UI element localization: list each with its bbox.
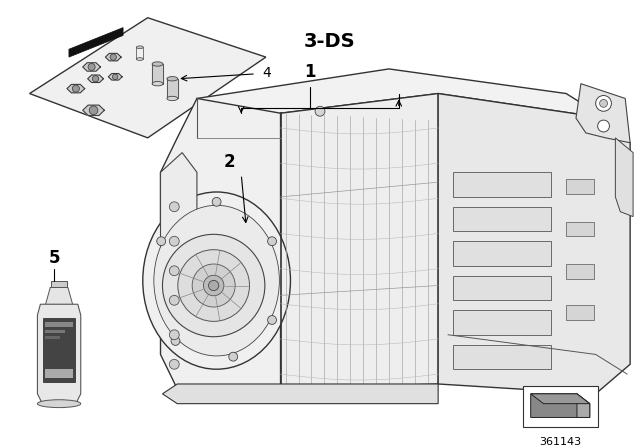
Polygon shape	[616, 138, 633, 216]
Bar	[45, 330, 65, 333]
Bar	[566, 221, 594, 236]
Circle shape	[163, 234, 265, 337]
Bar	[51, 280, 67, 289]
Circle shape	[110, 54, 116, 60]
Polygon shape	[531, 394, 590, 418]
Ellipse shape	[136, 46, 143, 49]
Bar	[45, 322, 73, 327]
Circle shape	[113, 74, 118, 80]
Ellipse shape	[143, 192, 291, 369]
Polygon shape	[161, 153, 197, 305]
Circle shape	[170, 359, 179, 369]
Circle shape	[178, 250, 250, 321]
Polygon shape	[197, 69, 605, 138]
Bar	[45, 336, 60, 339]
Polygon shape	[453, 207, 552, 231]
Ellipse shape	[154, 205, 280, 356]
Circle shape	[170, 266, 179, 276]
Text: 3-DS: 3-DS	[304, 32, 356, 51]
Circle shape	[170, 295, 179, 305]
Polygon shape	[453, 172, 552, 197]
Circle shape	[204, 275, 224, 296]
Polygon shape	[83, 63, 100, 71]
Polygon shape	[37, 304, 81, 404]
Circle shape	[268, 237, 276, 246]
Polygon shape	[453, 276, 552, 300]
Text: 361143: 361143	[539, 437, 581, 447]
Circle shape	[89, 106, 98, 115]
Ellipse shape	[152, 62, 163, 66]
Circle shape	[596, 95, 611, 111]
Polygon shape	[152, 64, 163, 84]
Polygon shape	[67, 84, 84, 93]
Circle shape	[212, 198, 221, 206]
Polygon shape	[531, 394, 590, 404]
Polygon shape	[280, 94, 438, 389]
Circle shape	[171, 336, 180, 345]
Circle shape	[228, 352, 237, 361]
Bar	[45, 369, 73, 378]
Ellipse shape	[152, 82, 163, 86]
Ellipse shape	[167, 96, 178, 101]
Circle shape	[315, 106, 325, 116]
Bar	[566, 179, 594, 194]
Circle shape	[600, 99, 607, 108]
Circle shape	[192, 264, 235, 307]
Ellipse shape	[37, 400, 81, 408]
Ellipse shape	[167, 77, 178, 81]
Polygon shape	[453, 241, 552, 266]
Bar	[523, 386, 598, 427]
Circle shape	[170, 330, 179, 340]
Circle shape	[88, 64, 95, 70]
Circle shape	[209, 280, 219, 291]
Bar	[566, 264, 594, 279]
Text: 5: 5	[49, 249, 60, 267]
Text: 1: 1	[305, 63, 316, 81]
Ellipse shape	[136, 58, 143, 60]
Polygon shape	[577, 394, 590, 418]
Polygon shape	[438, 94, 630, 394]
Circle shape	[598, 120, 609, 132]
Polygon shape	[106, 53, 121, 61]
Circle shape	[170, 202, 179, 211]
Polygon shape	[83, 105, 104, 116]
Circle shape	[157, 237, 166, 246]
Polygon shape	[108, 73, 122, 80]
Circle shape	[170, 236, 179, 246]
Polygon shape	[453, 310, 552, 335]
Text: 4: 4	[262, 66, 271, 80]
Bar	[566, 305, 594, 320]
Polygon shape	[45, 288, 73, 305]
Polygon shape	[167, 79, 178, 99]
Polygon shape	[576, 84, 630, 143]
Polygon shape	[88, 75, 104, 82]
Bar	[44, 318, 75, 382]
Text: 2: 2	[223, 154, 236, 172]
Polygon shape	[69, 28, 123, 57]
Polygon shape	[161, 99, 280, 389]
Circle shape	[72, 85, 79, 92]
Polygon shape	[163, 384, 438, 404]
Circle shape	[268, 315, 276, 324]
Polygon shape	[29, 18, 266, 138]
Polygon shape	[453, 345, 552, 369]
Circle shape	[92, 76, 99, 82]
